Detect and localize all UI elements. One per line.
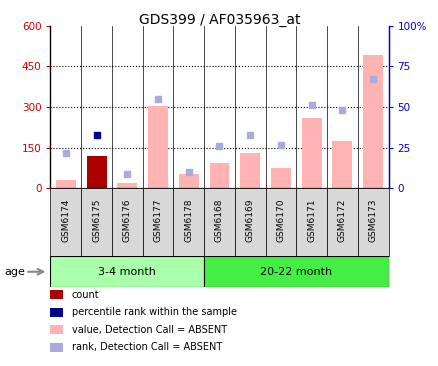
Bar — [178, 173, 198, 188]
Text: GDS399 / AF035963_at: GDS399 / AF035963_at — [138, 13, 300, 27]
Bar — [332, 141, 352, 188]
Text: GSM6177: GSM6177 — [153, 199, 162, 242]
Text: GSM6173: GSM6173 — [368, 199, 377, 242]
Bar — [112, 188, 142, 256]
Bar — [265, 188, 296, 256]
Text: age: age — [4, 267, 25, 277]
Bar — [50, 256, 204, 287]
Text: 20-22 month: 20-22 month — [260, 267, 332, 277]
Bar — [86, 156, 106, 188]
Bar — [326, 188, 357, 256]
Bar — [50, 188, 81, 256]
Bar — [142, 188, 173, 256]
Text: percentile rank within the sample: percentile rank within the sample — [71, 307, 236, 317]
Text: GSM6169: GSM6169 — [245, 199, 254, 242]
Text: 3-4 month: 3-4 month — [98, 267, 156, 277]
Bar — [81, 188, 112, 256]
Bar — [56, 180, 76, 188]
Bar — [270, 168, 290, 188]
Text: GSM6176: GSM6176 — [123, 199, 131, 242]
Bar — [204, 188, 234, 256]
Bar — [234, 188, 265, 256]
Bar — [296, 188, 326, 256]
Bar — [148, 106, 168, 188]
Bar — [209, 163, 229, 188]
Text: GSM6171: GSM6171 — [307, 199, 315, 242]
Bar — [204, 256, 388, 287]
Text: count: count — [71, 290, 99, 300]
Bar — [301, 118, 321, 188]
Text: GSM6168: GSM6168 — [215, 199, 223, 242]
Text: value, Detection Call = ABSENT: value, Detection Call = ABSENT — [71, 325, 226, 335]
Bar — [173, 188, 204, 256]
Text: GSM6178: GSM6178 — [184, 199, 193, 242]
Bar — [357, 188, 388, 256]
Bar — [86, 156, 106, 188]
Text: GSM6174: GSM6174 — [61, 199, 70, 242]
Bar — [362, 56, 382, 188]
Text: GSM6175: GSM6175 — [92, 199, 101, 242]
Bar — [240, 153, 260, 188]
Bar — [117, 183, 137, 188]
Text: GSM6172: GSM6172 — [337, 199, 346, 242]
Text: rank, Detection Call = ABSENT: rank, Detection Call = ABSENT — [71, 342, 221, 352]
Text: GSM6170: GSM6170 — [276, 199, 285, 242]
